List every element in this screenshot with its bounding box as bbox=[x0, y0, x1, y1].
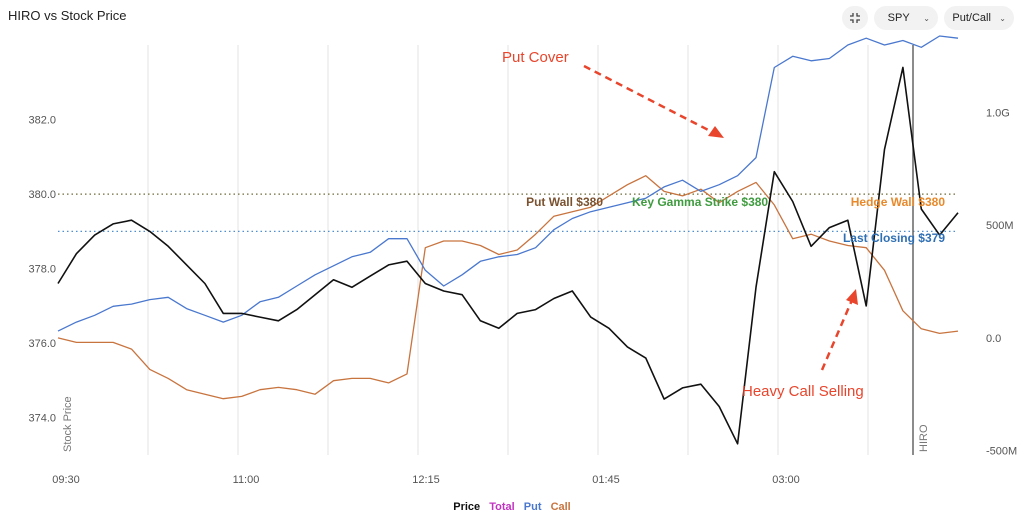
compress-arrows-icon[interactable] bbox=[842, 6, 868, 30]
annotation-heavy-call-selling: Heavy Call Selling bbox=[742, 383, 864, 400]
legend-put[interactable]: Put bbox=[523, 501, 542, 513]
x-tick-label: 12:15 bbox=[412, 474, 440, 486]
chart-title: HIRO vs Stock Price bbox=[8, 8, 127, 23]
level-label: Hedge Wall $380 bbox=[851, 195, 946, 209]
x-tick-label: 09:30 bbox=[52, 474, 80, 486]
x-tick-label: 11:00 bbox=[233, 474, 260, 486]
annotation-arrowhead bbox=[708, 126, 724, 138]
hiro-marker-label: HIRO bbox=[918, 424, 930, 452]
annotation-arrow-call-selling bbox=[820, 299, 854, 371]
y-right-tick-label: 1.0G bbox=[986, 108, 1010, 120]
chart-controls: SPY ⌄ Put/Call ⌄ bbox=[842, 6, 1014, 30]
hiro-chart[interactable]: 09:30 11:00 12:15 01:45 03:00 382.0 380.0 378.0… bbox=[0, 0, 1024, 500]
y-left-tick-label: 374.0 bbox=[28, 413, 56, 425]
x-tick-label: 03:00 bbox=[772, 474, 800, 486]
compress-arrows-glyph bbox=[850, 13, 860, 23]
symbol-value: SPY bbox=[887, 12, 910, 24]
legend-call[interactable]: Call bbox=[550, 501, 571, 513]
y-left-axis-label: Stock Price bbox=[62, 396, 74, 452]
x-tick-label: 01:45 bbox=[592, 474, 620, 486]
legend-total[interactable]: Total bbox=[489, 501, 515, 513]
series-line-put bbox=[57, 35, 959, 332]
chart-legend: Price Total Put Call bbox=[0, 501, 1024, 513]
series-line-call bbox=[57, 175, 959, 400]
y-right-tick-label: 0.0 bbox=[986, 333, 1001, 345]
chevron-down-icon: ⌄ bbox=[999, 13, 1006, 23]
legend-price[interactable]: Price bbox=[453, 501, 481, 513]
level-label: Last Closing $379 bbox=[843, 231, 945, 245]
series-line-price bbox=[57, 66, 959, 445]
y-left-tick-label: 380.0 bbox=[28, 189, 56, 201]
level-label: Key Gamma Strike $380 bbox=[632, 195, 768, 209]
view-select[interactable]: Put/Call ⌄ bbox=[944, 6, 1014, 30]
y-right-tick-label: -500M bbox=[986, 445, 1017, 457]
y-left-tick-label: 378.0 bbox=[28, 264, 56, 276]
annotation-arrow-put-cover bbox=[583, 64, 717, 136]
symbol-select[interactable]: SPY ⌄ bbox=[874, 6, 938, 30]
y-left-tick-label: 382.0 bbox=[28, 115, 56, 127]
level-label: Put Wall $380 bbox=[526, 195, 603, 209]
chevron-down-icon: ⌄ bbox=[923, 13, 930, 23]
annotation-arrowhead bbox=[846, 289, 858, 305]
view-value: Put/Call bbox=[952, 12, 991, 24]
annotation-put-cover: Put Cover bbox=[502, 49, 569, 66]
y-right-tick-label: 500M bbox=[986, 220, 1014, 232]
y-left-tick-label: 376.0 bbox=[28, 338, 56, 350]
